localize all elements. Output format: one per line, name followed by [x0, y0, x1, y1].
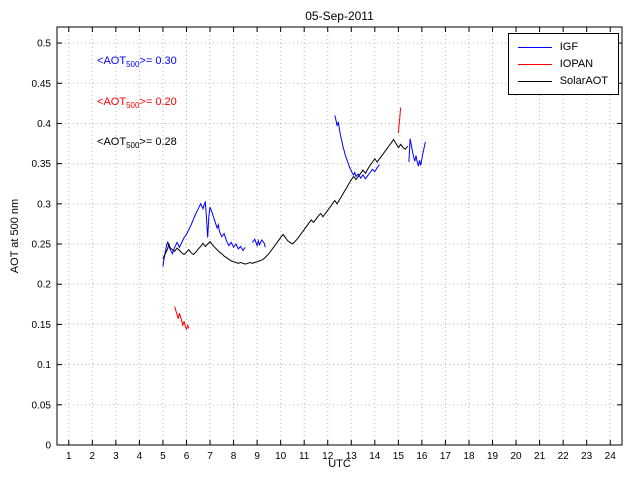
y-tick-label: 0.35: [32, 159, 52, 170]
x-tick-label: 16: [416, 451, 428, 462]
x-tick-label: 17: [440, 451, 452, 462]
series-igf-line: [162, 200, 246, 267]
legend-line-sample-iopan: [517, 63, 552, 65]
annotation-subscript: 500: [126, 101, 140, 111]
legend-item-iopan: IOPAN: [517, 57, 608, 71]
x-tick-label: 6: [184, 451, 190, 462]
x-tick-label: 23: [581, 451, 593, 462]
x-tick-label: 5: [160, 451, 166, 462]
y-tick-label: 0.05: [32, 400, 52, 411]
annotation-subscript: 500: [126, 59, 140, 69]
series-igf-line: [408, 138, 426, 167]
annotation-value: >= 0.28: [139, 135, 177, 148]
x-tick-label: 13: [346, 451, 358, 462]
annotation-value: >= 0.20: [139, 96, 177, 109]
x-tick-label: 8: [231, 451, 237, 462]
x-tick-label: 11: [299, 451, 310, 462]
y-tick-label: 0.25: [32, 240, 52, 251]
y-tick-label: 0.1: [37, 360, 51, 371]
annotation-mean-aot-solaraot: <AOT500>= 0.28: [97, 135, 177, 153]
x-tick-label: 18: [463, 451, 475, 462]
y-tick-label: 0.15: [32, 320, 52, 331]
x-axis-label: UTC: [328, 458, 351, 470]
x-tick-label: 9: [254, 451, 260, 462]
axes-box: [56, 26, 623, 446]
x-tick-label: 15: [393, 451, 405, 462]
x-tick-label: 19: [487, 451, 499, 462]
y-tick-label: 0.5: [37, 39, 51, 50]
legend-line-sample-igf: [517, 46, 552, 48]
x-tick-label: 22: [558, 451, 570, 462]
y-tick-label: 0.2: [37, 280, 51, 291]
x-tick-label: 10: [275, 451, 287, 462]
annotation-prefix: <AOT: [97, 54, 127, 67]
series-iopan-line: [397, 107, 402, 134]
legend-label-igf: IGF: [559, 41, 579, 53]
legend-item-igf: IGF: [517, 40, 608, 54]
annotation-value: >= 0.30: [139, 54, 177, 67]
annotation-mean-aot-igf: <AOT500>= 0.30: [97, 54, 177, 72]
annotation-mean-aot-iopan: <AOT500>= 0.20: [97, 95, 177, 113]
x-tick-label: 14: [369, 451, 381, 462]
x-tick-label: 2: [90, 451, 96, 462]
y-tick-label: 0.4: [37, 119, 51, 130]
legend-line-sample-solaraot: [517, 80, 552, 82]
annotation-subscript: 500: [126, 140, 140, 150]
series-igf-line: [251, 238, 266, 248]
legend-label-solaraot: SolarAOT: [559, 75, 608, 87]
x-tick-label: 21: [534, 451, 546, 462]
series-iopan-line: [174, 306, 190, 331]
chart-title: 05-Sep-2011: [305, 9, 374, 23]
y-tick-label: 0: [45, 441, 51, 452]
y-tick-label: 0.3: [37, 199, 51, 210]
annotation-prefix: <AOT: [97, 96, 127, 109]
x-tick-label: 4: [137, 451, 143, 462]
x-tick-label: 24: [605, 451, 617, 462]
x-tick-label: 20: [511, 451, 523, 462]
y-tick-label: 0.45: [32, 79, 52, 90]
legend: IGF IOPAN SolarAOT: [507, 33, 619, 95]
x-tick-label: 7: [207, 451, 213, 462]
x-tick-label: 12: [322, 451, 334, 462]
legend-label-iopan: IOPAN: [559, 58, 594, 70]
plot-background: [57, 27, 622, 445]
series-solaraot-line: [162, 138, 409, 265]
x-tick-label: 1: [66, 451, 72, 462]
x-tick-label: 3: [113, 451, 119, 462]
series-igf-line: [334, 115, 380, 180]
annotation-prefix: <AOT: [97, 135, 127, 148]
legend-item-solaraot: SolarAOT: [517, 74, 608, 88]
y-axis-label: AOT at 500 nm: [9, 198, 21, 274]
